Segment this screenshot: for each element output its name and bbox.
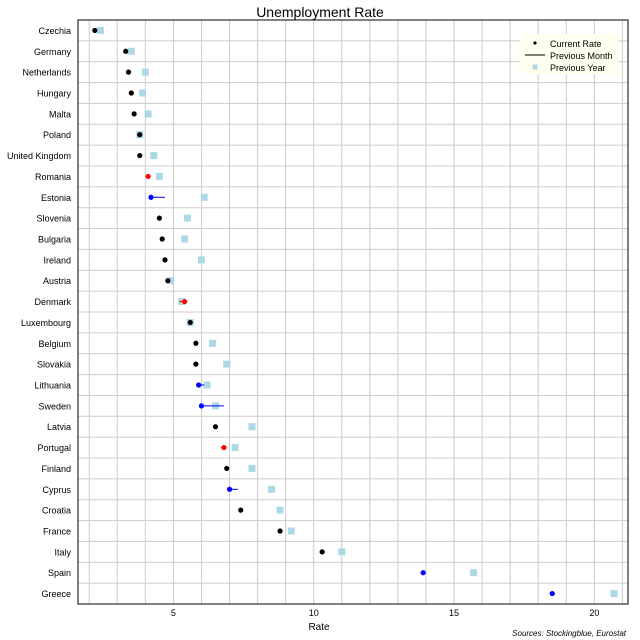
current-rate-dot-greece <box>549 590 555 597</box>
previous-year-marker-netherlands <box>141 68 149 76</box>
current-rate-dot-estonia <box>148 194 154 200</box>
previous-year-marker-slovakia <box>223 360 231 368</box>
y-category-label-finland: Finland <box>41 464 71 474</box>
previous-year-marker-malta <box>144 110 152 118</box>
plot-frame <box>77 19 629 605</box>
previous-year-marker-greece <box>610 590 618 598</box>
y-category-label-spain: Spain <box>48 568 71 578</box>
y-category-label-poland: Poland <box>43 130 71 140</box>
previous-year-marker-slovenia <box>183 214 191 222</box>
legend-label-previous-month: Previous Month <box>550 51 613 61</box>
current-rate-dot-romania <box>145 173 151 180</box>
current-rate-dot-malta <box>131 111 137 117</box>
x-tick-label: 10 <box>309 608 319 618</box>
chart-title: Unemployment Rate <box>256 4 384 20</box>
current-rate-dot-ireland <box>162 257 168 263</box>
y-category-label-france: France <box>43 527 71 537</box>
previous-year-marker-portugal <box>231 444 239 452</box>
previous-year-marker-estonia <box>200 193 208 201</box>
current-rate-dot-france <box>277 528 283 534</box>
previous-year-marker-cyprus <box>268 485 276 493</box>
x-tick-label: 15 <box>449 608 459 618</box>
y-category-label-portugal: Portugal <box>37 443 71 453</box>
previous-year-marker-spain <box>470 569 478 577</box>
y-category-label-cyprus: Cyprus <box>42 485 71 495</box>
y-category-label-latvia: Latvia <box>47 422 71 432</box>
y-category-label-netherlands: Netherlands <box>22 68 71 78</box>
x-tick-label: 5 <box>171 608 176 618</box>
current-rate-dot-latvia <box>212 424 219 430</box>
current-rate-dot-croatia <box>238 507 244 513</box>
current-rate-dot-spain <box>420 570 426 576</box>
y-category-label-italy: Italy <box>54 547 71 557</box>
previous-year-marker-lithuania <box>203 381 211 389</box>
y-category-label-romania: Romania <box>35 172 71 182</box>
current-rate-dot-portugal <box>221 444 227 451</box>
previous-year-marker-france <box>287 527 295 535</box>
y-category-label-united-kingdom: United Kingdom <box>7 151 71 161</box>
previous-year-marker-germany <box>127 47 135 55</box>
y-category-label-austria: Austria <box>43 276 71 286</box>
y-category-label-denmark: Denmark <box>34 297 71 307</box>
y-category-label-croatia: Croatia <box>42 506 71 516</box>
previous-year-marker-belgium <box>209 339 217 347</box>
y-category-label-sweden: Sweden <box>38 401 71 411</box>
current-rate-dot-poland <box>137 132 143 138</box>
y-category-label-slovakia: Slovakia <box>37 360 71 370</box>
previous-year-marker-latvia <box>248 423 256 431</box>
y-category-label-malta: Malta <box>49 109 71 119</box>
previous-year-marker-czechia <box>96 26 104 34</box>
legend-label-current: Current Rate <box>550 39 602 49</box>
current-rate-dot-slovakia <box>193 361 199 367</box>
legend: Current Rate Previous Month Previous Yea… <box>520 34 618 74</box>
y-category-label-slovenia: Slovenia <box>36 214 71 224</box>
x-tick-label: 20 <box>589 608 599 618</box>
y-category-label-estonia: Estonia <box>41 193 71 203</box>
current-rate-dot-czechia <box>92 27 98 34</box>
y-category-label-bulgaria: Bulgaria <box>38 235 71 245</box>
source-note: Sources: Stockingblue, Eurostat <box>512 629 627 638</box>
previous-year-marker-romania <box>155 172 163 180</box>
y-category-label-luxembourg: Luxembourg <box>21 318 71 328</box>
previous-year-marker-united-kingdom <box>150 152 158 160</box>
current-rate-dot-austria <box>165 278 171 284</box>
current-rate-dot-slovenia <box>156 215 162 221</box>
previous-year-marker-italy <box>338 548 346 556</box>
current-rate-dot-hungary <box>128 90 134 96</box>
y-category-label-germany: Germany <box>34 47 72 57</box>
current-rate-dot-united-kingdom <box>137 152 143 159</box>
current-rate-dot-denmark <box>182 298 188 305</box>
current-rate-dot-netherlands <box>125 69 132 75</box>
current-rate-dot-sweden <box>198 403 205 409</box>
current-rate-dot-lithuania <box>196 382 202 388</box>
legend-marker-previous-year <box>532 64 538 70</box>
previous-year-marker-croatia <box>276 506 284 514</box>
current-rate-dot-italy <box>319 549 325 555</box>
previous-year-marker-hungary <box>139 89 147 97</box>
current-rate-dot-germany <box>123 48 129 54</box>
legend-label-previous-year: Previous Year <box>550 63 606 73</box>
y-category-label-belgium: Belgium <box>38 339 71 349</box>
y-category-label-lithuania: Lithuania <box>34 381 71 391</box>
x-axis-title: Rate <box>308 622 330 633</box>
current-rate-dot-luxembourg <box>187 319 193 326</box>
current-rate-dot-belgium <box>193 340 199 346</box>
previous-year-marker-austria <box>167 277 175 285</box>
y-category-label-greece: Greece <box>41 589 71 599</box>
previous-year-marker-bulgaria <box>181 235 189 243</box>
current-rate-dot-bulgaria <box>159 236 165 242</box>
current-rate-dot-cyprus <box>226 486 233 492</box>
previous-year-marker-ireland <box>197 256 205 264</box>
previous-year-marker-finland <box>248 464 256 472</box>
y-category-label-hungary: Hungary <box>37 89 72 99</box>
y-category-label-ireland: Ireland <box>43 255 71 265</box>
legend-marker-current <box>533 41 537 45</box>
current-rate-dot-finland <box>224 465 230 472</box>
y-category-label-czechia: Czechia <box>38 26 71 36</box>
